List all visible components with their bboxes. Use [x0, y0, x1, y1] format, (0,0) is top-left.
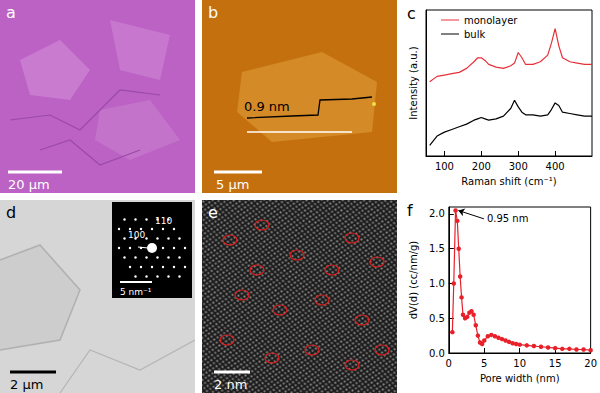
svg-text:20 μm: 20 μm — [8, 177, 50, 192]
svg-text:10: 10 — [513, 358, 526, 369]
svg-text:d: d — [6, 203, 16, 222]
svg-text:Raman shift (cm⁻¹): Raman shift (cm⁻¹) — [461, 176, 556, 187]
svg-text:e: e — [208, 203, 218, 222]
svg-text:20: 20 — [584, 358, 597, 369]
svg-text:1.5: 1.5 — [429, 243, 445, 254]
svg-text:0.9 nm: 0.9 nm — [244, 99, 290, 114]
svg-text:15: 15 — [549, 358, 562, 369]
svg-text:Pore width (nm): Pore width (nm) — [480, 373, 560, 384]
svg-text:0.5: 0.5 — [429, 313, 445, 324]
svg-text:400: 400 — [546, 161, 565, 172]
svg-text:0.95 nm: 0.95 nm — [487, 213, 529, 224]
svg-text:b: b — [208, 3, 218, 22]
svg-text:5: 5 — [481, 358, 487, 369]
svg-text:2 μm: 2 μm — [10, 377, 43, 392]
svg-text:5 nm⁻¹: 5 nm⁻¹ — [120, 287, 152, 297]
svg-text:a: a — [6, 3, 16, 22]
svg-text:monolayer: monolayer — [464, 15, 518, 26]
svg-text:dV(d) (cc/nm/g): dV(d) (cc/nm/g) — [408, 241, 419, 320]
svg-text:300: 300 — [509, 161, 528, 172]
svg-text:c: c — [407, 4, 416, 23]
svg-text:100: 100 — [435, 161, 454, 172]
svg-text:2 nm: 2 nm — [214, 377, 247, 392]
svg-text:0: 0 — [446, 358, 452, 369]
svg-text:Intensity (a.u.): Intensity (a.u.) — [408, 46, 419, 119]
svg-text:f: f — [407, 201, 413, 220]
svg-text:100: 100 — [128, 230, 145, 240]
svg-text:110: 110 — [155, 216, 172, 226]
svg-text:bulk: bulk — [464, 29, 485, 40]
svg-text:1.0: 1.0 — [429, 278, 445, 289]
svg-text:200: 200 — [472, 161, 491, 172]
svg-text:2.0: 2.0 — [429, 208, 445, 219]
svg-text:5 μm: 5 μm — [216, 177, 249, 192]
svg-text:0.0: 0.0 — [429, 348, 445, 359]
